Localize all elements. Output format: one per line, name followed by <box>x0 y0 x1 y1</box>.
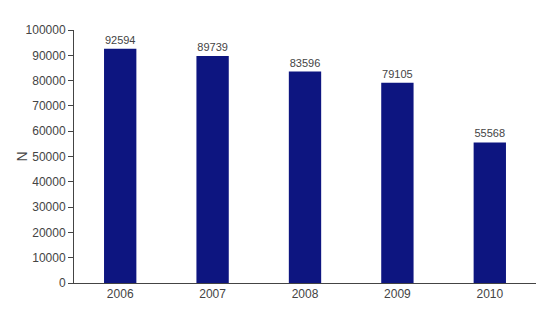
svg-text:0: 0 <box>59 276 66 290</box>
svg-text:70000: 70000 <box>32 99 66 113</box>
svg-text:79105: 79105 <box>382 68 413 80</box>
svg-text:80000: 80000 <box>32 74 66 88</box>
svg-text:89739: 89739 <box>197 41 228 53</box>
svg-text:92594: 92594 <box>105 34 136 46</box>
svg-text:40000: 40000 <box>32 175 66 189</box>
svg-text:2007: 2007 <box>199 287 226 301</box>
svg-text:90000: 90000 <box>32 49 66 63</box>
svg-text:55568: 55568 <box>475 127 506 139</box>
svg-text:10000: 10000 <box>32 251 66 265</box>
svg-text:50000: 50000 <box>32 150 66 164</box>
svg-text:83596: 83596 <box>290 57 321 69</box>
svg-text:N: N <box>14 151 30 161</box>
svg-text:2009: 2009 <box>384 287 411 301</box>
svg-text:2010: 2010 <box>476 287 503 301</box>
svg-text:2006: 2006 <box>107 287 134 301</box>
svg-text:100000: 100000 <box>26 23 66 37</box>
svg-text:60000: 60000 <box>32 124 66 138</box>
svg-text:30000: 30000 <box>32 200 66 214</box>
svg-text:2008: 2008 <box>292 287 319 301</box>
svg-text:20000: 20000 <box>32 226 66 240</box>
